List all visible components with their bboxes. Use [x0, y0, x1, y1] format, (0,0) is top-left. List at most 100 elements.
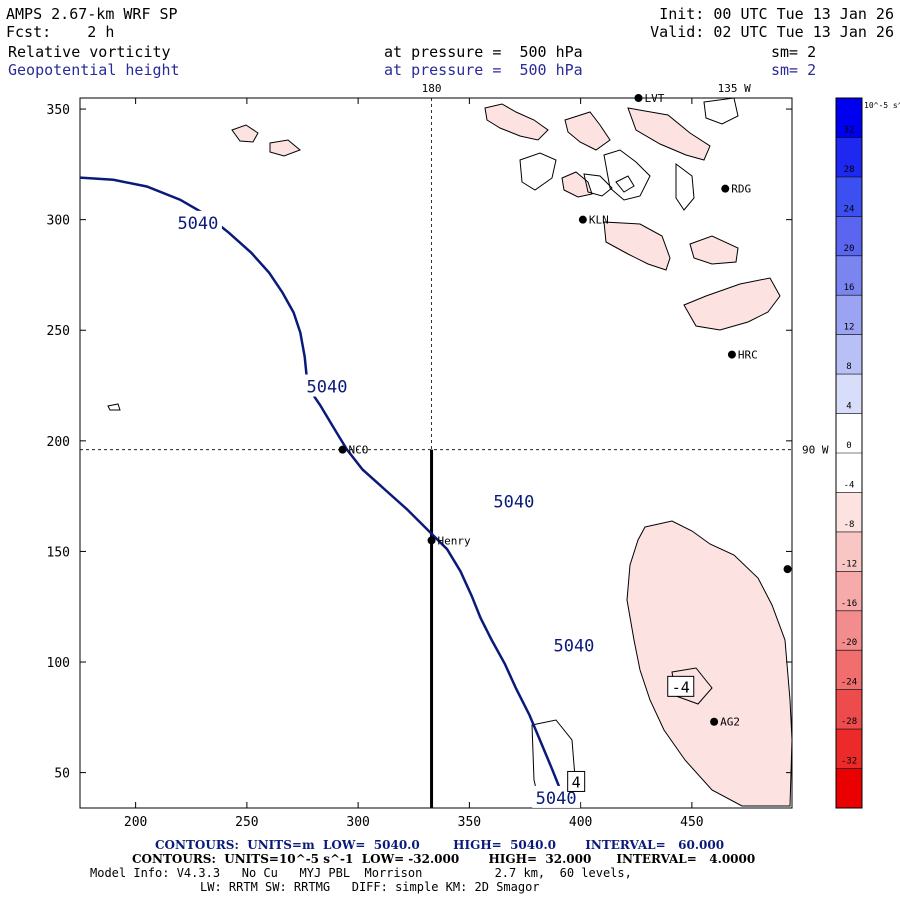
colorbar-segment	[836, 729, 862, 769]
x-tick-label: 300	[346, 815, 369, 830]
x-tick-label: 250	[235, 815, 258, 830]
station-label: HRC	[738, 349, 758, 362]
graticule-lines: 180 135 W 90 W	[80, 82, 829, 808]
colorbar-segment	[836, 295, 862, 335]
x-tick-label: 400	[569, 815, 592, 830]
x-tick-label: 350	[458, 815, 481, 830]
extremum-label: 4	[572, 773, 581, 791]
colorbar: 32 28 24 20 16 12 8 4 0 -4 -8 -12 -16 -20 -24 -28 -32 10^…	[835, 97, 900, 809]
vorticity-region	[603, 221, 671, 271]
vorticity-region	[269, 139, 301, 157]
vorticity-region	[627, 107, 711, 161]
colorbar-tick-label: -20	[841, 638, 857, 648]
meridian-label: 135 W	[718, 82, 751, 95]
vorticity-region	[561, 171, 593, 198]
height-contour-5040	[79, 176, 573, 805]
colorbar-tick-label: -8	[844, 520, 855, 530]
colorbar-units: 10^-5 s^-1	[864, 101, 900, 110]
colorbar-tick-label: 28	[844, 165, 855, 175]
extrema-boxes: -4 4	[567, 675, 695, 792]
footer-model-info: Model Info: V4.3.3 No Cu MYJ PBL Morriso…	[90, 866, 632, 880]
forecast-hour: Fcst: 2 h	[6, 23, 115, 41]
station-marker	[721, 184, 730, 193]
vorticity-contours	[107, 97, 739, 807]
station-label: AG2	[720, 716, 740, 729]
colorbar-tick-label: 4	[846, 402, 851, 412]
init-time: Init: 00 UTC Tue 13 Jan 26	[659, 5, 894, 23]
field1-smoothing: sm= 2	[771, 43, 817, 61]
extremum-box	[567, 770, 586, 792]
colorbar-segment	[836, 255, 862, 296]
colorbar-segment	[836, 98, 862, 138]
field2-name: Geopotential height	[8, 61, 180, 79]
model-title: AMPS 2.67-km WRF SP	[6, 5, 178, 23]
height-contour-label: 5040	[493, 493, 534, 513]
colorbar-tick-label: -12	[841, 559, 857, 569]
height-label-bg	[302, 374, 351, 397]
station-marker	[783, 565, 792, 574]
colorbar-segment	[836, 768, 862, 808]
footer-physics-info: LW: RRTM SW: RRTMG DIFF: simple KM: 2D S…	[200, 880, 540, 894]
y-tick-label: 200	[47, 435, 70, 450]
colorbar-tick-label: 8	[846, 362, 851, 372]
field1-name: Relative vorticity	[8, 43, 171, 61]
parallel-label: 90 W	[802, 444, 829, 457]
y-tick-label: 350	[47, 103, 70, 118]
station-label: KLN	[589, 214, 609, 227]
colorbar-segment	[836, 453, 862, 493]
meridian-label: 180	[422, 82, 442, 95]
colorbar-tick-label: 16	[844, 283, 855, 293]
station-label: RDG	[731, 183, 751, 196]
colorbar-segment	[836, 334, 862, 375]
vorticity-contour	[615, 175, 635, 193]
footer-vorticity-contours: CONTOURS: UNITS=10^-5 s^-1 LOW= -32.000 …	[132, 852, 756, 866]
vorticity-contour	[603, 149, 651, 201]
axes: 200 250 300 350 400 450 50 100 150 200 250 300 350	[47, 97, 793, 830]
station-label: NCO	[349, 444, 369, 457]
colorbar-tick-label: -4	[844, 480, 855, 490]
field2-smoothing: sm= 2	[771, 61, 817, 79]
height-contour-label: 5040	[553, 636, 594, 656]
stations: NCO Henry RDG KLN LVT HRC AG2	[338, 92, 792, 729]
valid-time: Valid: 02 UTC Tue 13 Jan 26	[650, 23, 894, 41]
height-label-bg	[489, 489, 538, 512]
vorticity-contour	[675, 163, 695, 211]
colorbar-tick-label: 0	[846, 441, 851, 451]
station-marker	[727, 350, 736, 359]
colorbar-tick-label: 20	[844, 244, 855, 254]
geopotential-height-contour: 5040 5040 5040 5040 5040	[79, 176, 598, 809]
x-tick-label: 200	[124, 815, 147, 830]
plot-frame	[79, 97, 793, 809]
vorticity-contour	[519, 152, 557, 191]
station-marker	[710, 717, 719, 726]
footer-height-contours: CONTOURS: UNITS=m LOW= 5040.0 HIGH= 5040…	[155, 838, 725, 852]
height-contour-label: 5040	[306, 378, 347, 398]
colorbar-tick-label: -28	[841, 717, 857, 727]
vorticity-region	[484, 103, 549, 141]
colorbar-tick-label: -32	[841, 757, 857, 767]
height-contour-label: 5040	[177, 214, 218, 234]
colorbar-tick-label: 24	[844, 204, 855, 214]
vorticity-region	[564, 111, 611, 151]
vorticity-region	[689, 235, 739, 265]
vorticity-region	[626, 520, 793, 807]
field2-level: at pressure = 500 hPa	[384, 61, 583, 79]
extremum-box	[667, 675, 695, 697]
y-tick-label: 50	[54, 767, 70, 782]
vorticity-contour	[583, 173, 613, 197]
y-tick-label: 150	[47, 545, 70, 560]
colorbar-segment	[836, 492, 862, 532]
height-label-bg	[549, 633, 598, 656]
vorticity-region	[231, 124, 259, 143]
colorbar-segment	[836, 413, 862, 453]
colorbar-tick-label: 32	[844, 125, 855, 135]
colorbar-tick-label: 12	[844, 323, 855, 333]
colorbar-segment	[836, 137, 862, 177]
station-marker	[578, 215, 587, 224]
colorbar-segment	[836, 374, 862, 414]
colorbar-segment	[836, 531, 862, 572]
colorbar-segment	[836, 176, 862, 217]
vorticity-shaded-regions	[231, 103, 793, 807]
